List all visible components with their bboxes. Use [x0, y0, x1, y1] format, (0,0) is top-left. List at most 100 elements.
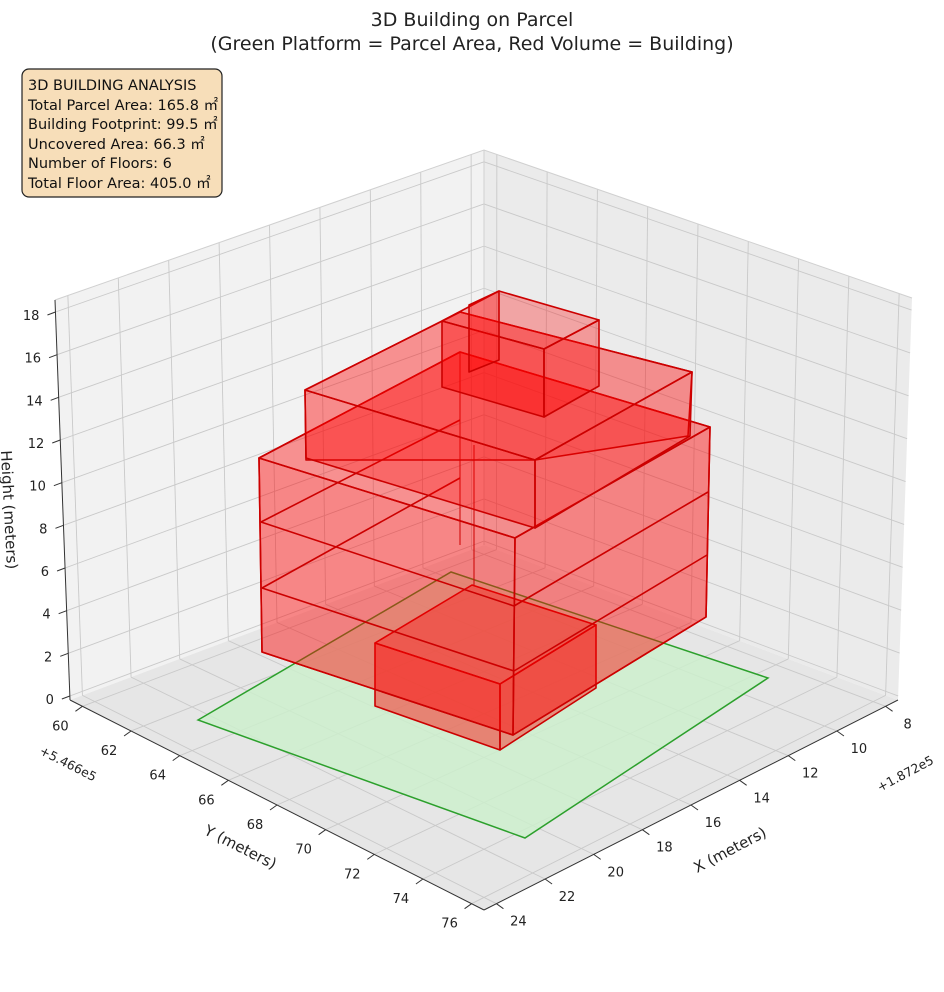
y-tick-label-0: 60 [52, 719, 69, 734]
x-grid-wall-8 [885, 293, 900, 696]
floor-line-6 [261, 477, 461, 589]
info-box-bg [21, 68, 223, 198]
floor-line-5 [260, 419, 461, 523]
x-grid-wall-5 [739, 241, 749, 641]
y-axis-offset: +5.466e5 [37, 743, 99, 784]
building-volume [258, 290, 711, 751]
info-line-parcel-area: Total Parcel Area: 165.8 ㎡ [27, 97, 219, 114]
z-tick-mark-0 [61, 695, 71, 700]
podium-right [499, 624, 597, 751]
y-axis-label: Y (meters) [200, 821, 279, 873]
y-tick-mark-4 [269, 804, 278, 811]
x-tick-mark-7 [544, 878, 553, 885]
x-tick-label-7: 22 [559, 890, 576, 905]
floor-line-3 [261, 587, 515, 672]
z-tick-label-5: 10 [29, 480, 46, 495]
z-tick-label-6: 12 [28, 437, 45, 452]
z-axis-label: Height (meters) [0, 450, 21, 570]
x-grid-wall-6 [787, 258, 800, 659]
z-tick-label-4: 8 [39, 522, 47, 537]
y-tick-label-8: 76 [441, 917, 458, 932]
x-tick-mark-8 [496, 903, 504, 910]
floor-line-4 [513, 554, 708, 672]
x-grid-wall-1 [544, 171, 548, 568]
info-line-floors: Number of Floors: 6 [28, 156, 172, 172]
y-tick-label-2: 64 [149, 769, 166, 784]
y-tick-label-4: 68 [247, 818, 264, 833]
y-tick-mark-6 [366, 853, 375, 860]
y-grid-wall-1 [420, 172, 424, 568]
chart-subtitle: (Green Platform = Parcel Area, Red Volum… [210, 33, 733, 55]
y-grid-wall-6 [168, 260, 181, 659]
x-tick-mark-0 [885, 705, 893, 712]
info-line-uncovered: Uncovered Area: 66.3 ㎡ [28, 136, 205, 153]
left-pane [55, 150, 484, 700]
y-tick-label-3: 66 [198, 793, 215, 808]
z-tick-mark-9 [47, 311, 56, 316]
y-tick-mark-8 [464, 903, 472, 910]
x-tick-label-5: 18 [656, 841, 673, 856]
z-tick-mark-3 [56, 567, 66, 572]
z-tick-mark-6 [52, 439, 61, 444]
x-axis-label: X (meters) [691, 823, 770, 876]
info-line-footprint: Building Footprint: 99.5 ㎡ [28, 116, 218, 133]
z-tick-label-8: 16 [25, 352, 42, 367]
x-tick-label-6: 20 [607, 865, 624, 880]
z-axis-line [54, 299, 71, 701]
upper-top [304, 311, 693, 461]
x-grid-wall-3 [641, 206, 649, 605]
z-axis-ticks: 0 2 4 6 8 10 12 14 16 18 [23, 309, 71, 708]
x-tick-label-8: 24 [510, 915, 527, 930]
x-tick-mark-2 [787, 755, 796, 762]
y-grid-wall-3 [319, 207, 327, 605]
z-tick-mark-4 [55, 524, 64, 529]
x-tick-mark-5 [642, 829, 650, 836]
y-axis-ticks: 60 62 64 66 68 70 72 74 76 [52, 705, 472, 932]
floor-line-2 [513, 491, 709, 607]
x-tick-mark-6 [593, 853, 602, 860]
y-tick-mark-3 [221, 779, 229, 786]
x-tick-label-3: 14 [753, 791, 770, 806]
z-tick-label-0: 0 [46, 693, 54, 708]
y-tick-mark-7 [415, 878, 424, 885]
y-tick-mark-2 [172, 755, 181, 762]
x-axis-line [483, 699, 899, 911]
z-tick-mark-8 [48, 354, 58, 359]
roof-inner [468, 290, 500, 373]
y-axis-line [69, 699, 485, 911]
y-grid-wall-5 [218, 242, 229, 641]
y-grid-floor-8 [471, 694, 886, 905]
x-axis-offset: +1.872e5 [874, 752, 936, 794]
y-tick-label-7: 74 [393, 892, 410, 907]
right-pane [484, 150, 912, 700]
x-tick-label-0: 8 [903, 717, 911, 732]
z-tick-mark-5 [53, 482, 63, 487]
y-tick-mark-1 [123, 730, 132, 737]
y-grid-wall-8 [67, 295, 83, 696]
z-tick-label-3: 6 [41, 565, 49, 580]
z-tick-label-2: 4 [42, 608, 50, 623]
x-tick-mark-1 [836, 730, 845, 737]
info-box: 3D BUILDING ANALYSIS Total Parcel Area: … [21, 68, 223, 198]
y-grid-floor-7 [422, 676, 838, 880]
x-tick-mark-3 [739, 779, 747, 786]
y-tick-mark-0 [75, 705, 83, 712]
roof-right-face [543, 319, 600, 418]
axis-panes [55, 150, 912, 910]
y-tick-label-5: 70 [295, 843, 312, 858]
x-tick-label-4: 16 [705, 816, 722, 831]
x-axis-ticks: 8 10 12 14 16 18 20 22 24 [496, 705, 912, 930]
y-tick-mark-5 [318, 829, 326, 836]
parcel-platform [196, 571, 770, 839]
y-grid-floor-0 [82, 549, 497, 707]
info-line-floor-area: Total Floor Area: 405.0 ㎡ [27, 175, 211, 192]
floor-line-1 [260, 521, 515, 607]
y-tick-label-6: 72 [344, 867, 361, 882]
y-tick-label-1: 62 [101, 744, 118, 759]
z-tick-mark-1 [60, 652, 69, 657]
z-tick-mark-2 [58, 610, 67, 615]
x-tick-label-1: 10 [851, 742, 868, 757]
z-tick-label-7: 14 [26, 394, 43, 409]
z-tick-label-1: 2 [44, 650, 52, 665]
